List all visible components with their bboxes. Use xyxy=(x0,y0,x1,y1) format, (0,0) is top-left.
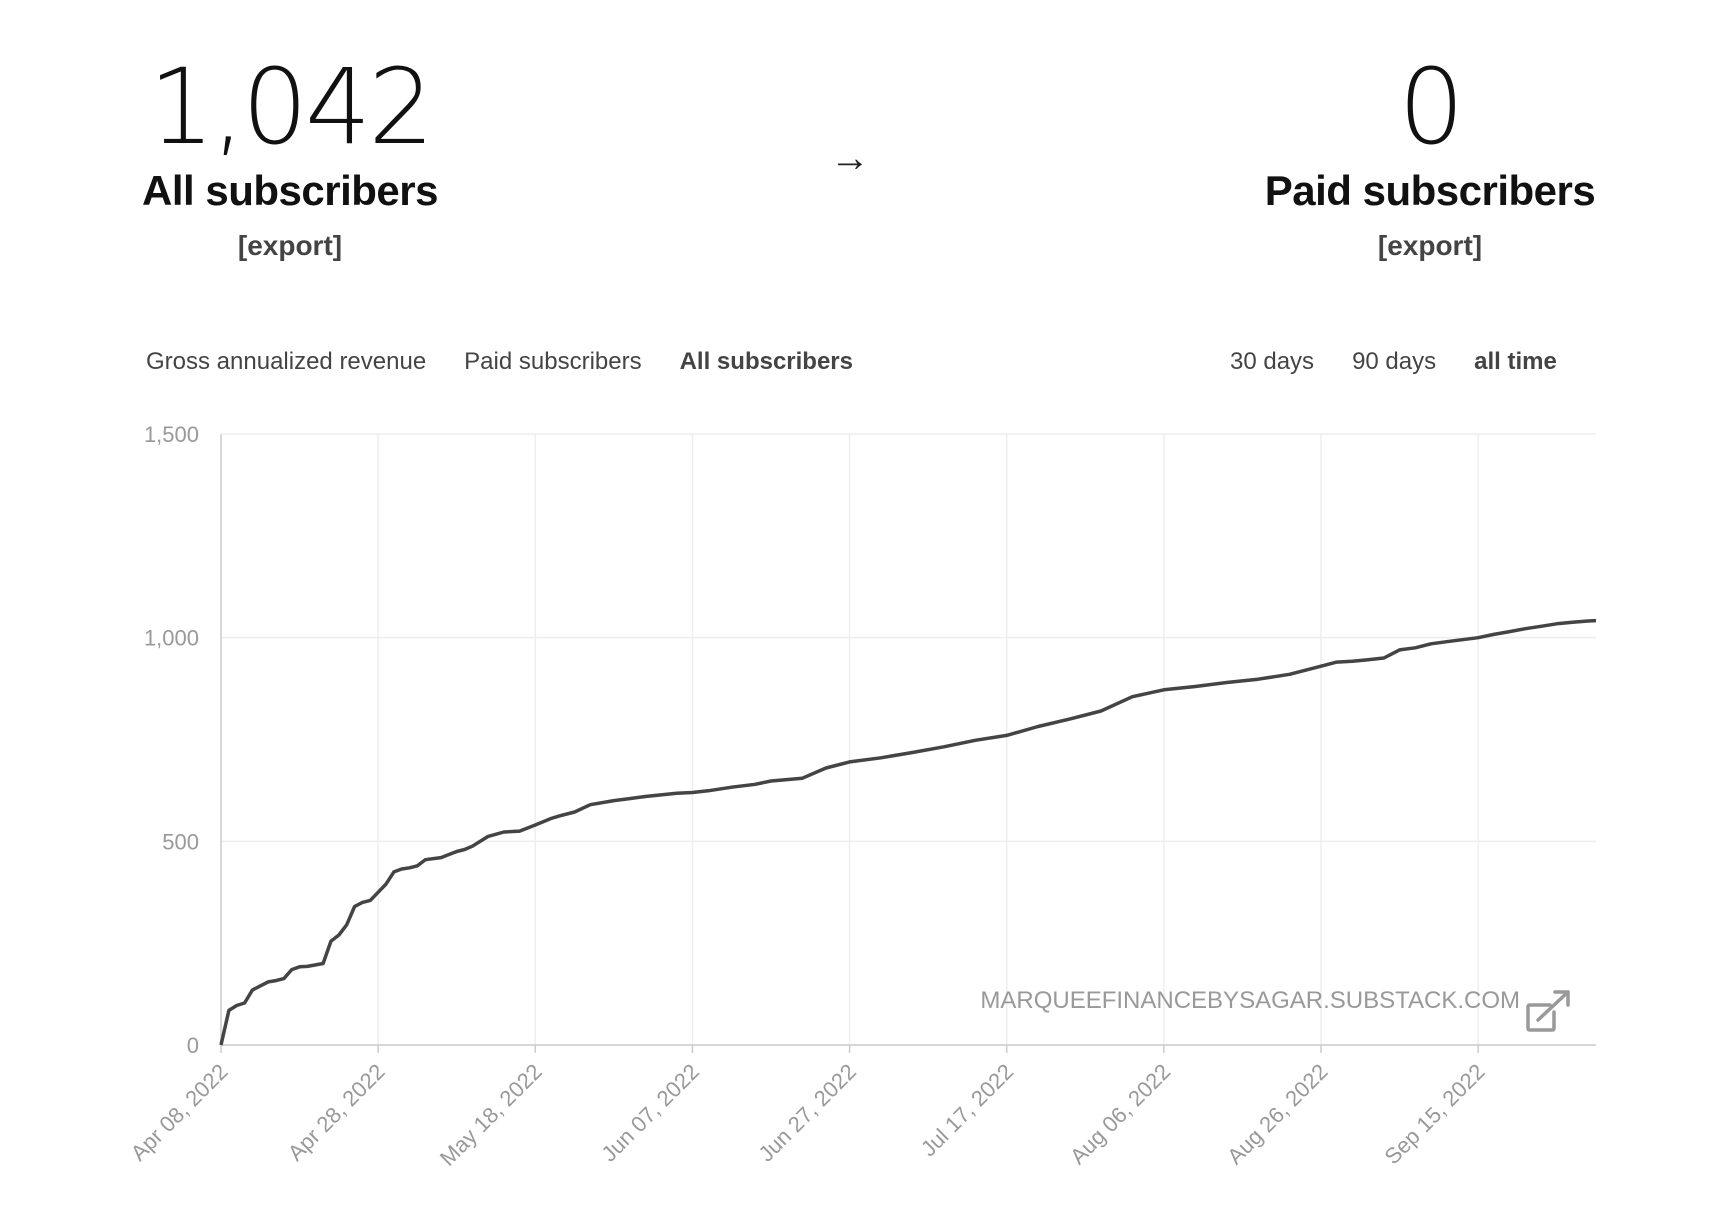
x-tick-label: Apr 28, 2022 xyxy=(283,1059,390,1166)
all-subscribers-label: All subscribers xyxy=(142,167,438,214)
y-axis-ticks: 0 500 1,000 1,500 xyxy=(144,422,199,1058)
y-tick-label: 500 xyxy=(162,829,199,854)
all-subscribers-summary: 1,042 All subscribers [export] xyxy=(80,55,500,263)
x-tick-label: Jun 07, 2022 xyxy=(596,1059,704,1167)
tab-90-days[interactable]: 90 days xyxy=(1352,348,1437,375)
external-link-icon[interactable] xyxy=(1526,990,1570,1032)
chart-grid xyxy=(221,433,1596,1046)
tab-paid-subscribers[interactable]: Paid subscribers xyxy=(464,348,642,375)
all-subscribers-count: 1,042 xyxy=(148,46,435,168)
x-tick-label: Apr 08, 2022 xyxy=(126,1059,233,1166)
y-tick-label: 1,500 xyxy=(144,422,199,447)
watermark-text: MARQUEEFINANCEBYSAGAR.SUBSTACK.COM xyxy=(980,987,1520,1014)
x-axis-ticks: Apr 08, 2022 Apr 28, 2022 May 18, 2022 Jun … xyxy=(126,1045,1490,1171)
y-tick-label: 0 xyxy=(187,1033,199,1058)
paid-subscribers-export-link[interactable]: [export] xyxy=(1377,230,1483,261)
tab-gross-annualized-revenue[interactable]: Gross annualized revenue xyxy=(146,348,427,375)
tab-30-days[interactable]: 30 days xyxy=(1230,348,1315,375)
tab-all-time[interactable]: all time xyxy=(1474,348,1557,375)
x-tick-label: May 18, 2022 xyxy=(435,1059,547,1171)
x-tick-label: Aug 06, 2022 xyxy=(1065,1059,1175,1169)
range-tabs: 30 days 90 days all time xyxy=(1230,348,1557,376)
x-tick-label: Jul 17, 2022 xyxy=(916,1059,1018,1161)
paid-subscribers-label: Paid subscribers xyxy=(1264,167,1596,214)
series-line-all-subscribers xyxy=(219,618,1597,1046)
x-tick-label: Sep 15, 2022 xyxy=(1379,1059,1489,1169)
paid-subscribers-count: 0 xyxy=(1398,46,1464,168)
all-subscribers-export-link[interactable]: [export] xyxy=(237,230,343,261)
metric-tabs: Gross annualized revenue Paid subscribers… xyxy=(146,348,891,376)
paid-subscribers-summary: 0 Paid subscribers [export] xyxy=(1220,55,1640,263)
y-tick-label: 1,000 xyxy=(144,626,199,651)
tab-all-subscribers[interactable]: All subscribers xyxy=(679,348,853,375)
x-tick-label: Jun 27, 2022 xyxy=(753,1059,861,1167)
x-tick-label: Aug 26, 2022 xyxy=(1222,1059,1332,1169)
arrow-right-icon: → xyxy=(830,136,870,180)
